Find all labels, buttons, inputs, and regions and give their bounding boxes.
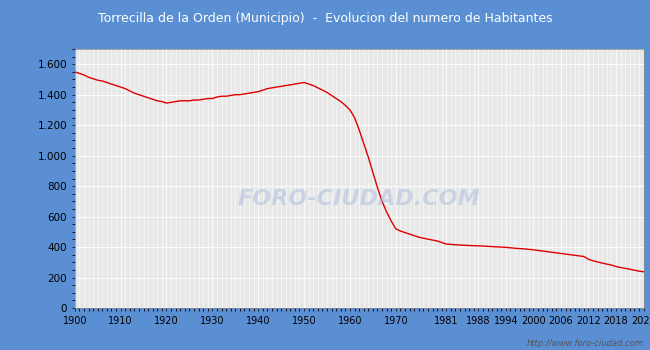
Text: FORO-CIUDAD.COM: FORO-CIUDAD.COM xyxy=(238,189,480,209)
Text: Torrecilla de la Orden (Municipio)  -  Evolucion del numero de Habitantes: Torrecilla de la Orden (Municipio) - Evo… xyxy=(98,12,552,25)
Text: http://www.foro-ciudad.com: http://www.foro-ciudad.com xyxy=(526,339,644,348)
